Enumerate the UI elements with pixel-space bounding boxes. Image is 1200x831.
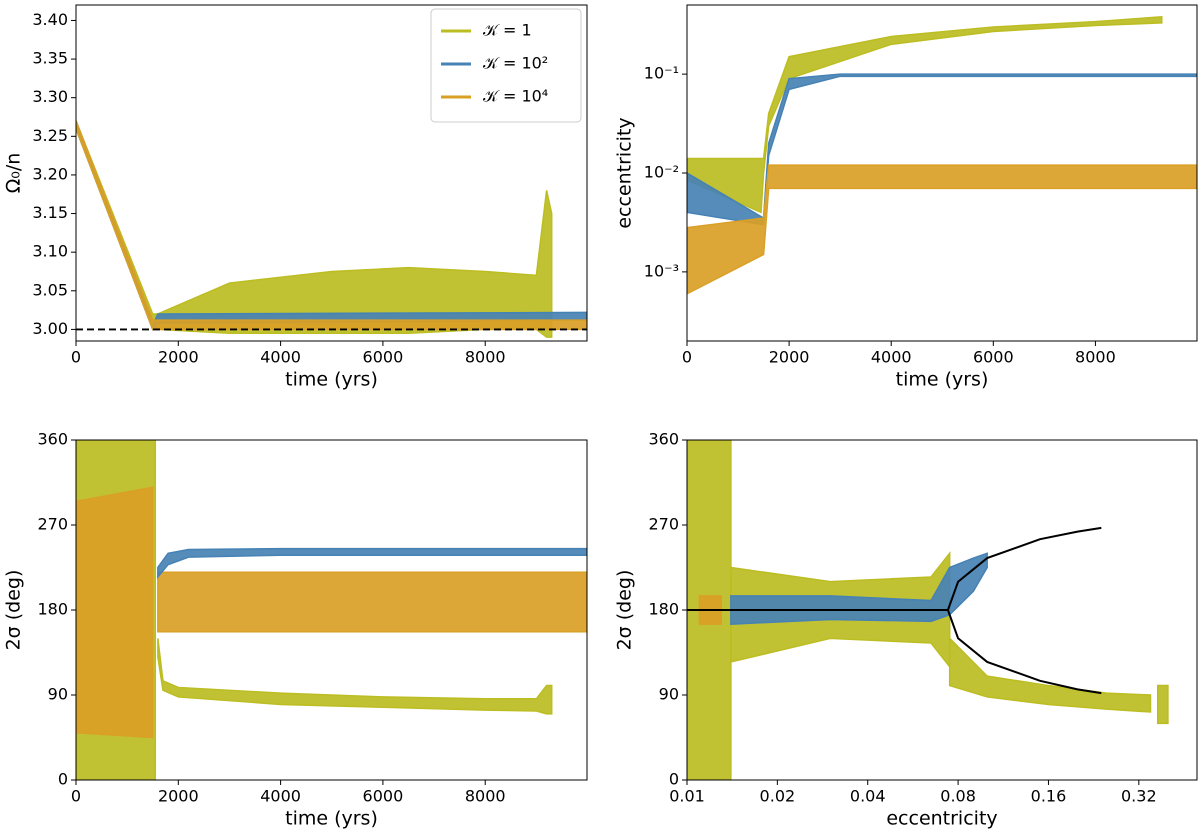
x-tick-label: 0	[682, 348, 692, 367]
y-axis-label: eccentricity	[614, 117, 636, 228]
x-tick-label: 8000	[1075, 348, 1116, 367]
x-tick-label: 2000	[158, 348, 199, 367]
plot-area	[76, 120, 587, 338]
y-tick-label: 10⁻²	[644, 163, 679, 182]
y-tick-label: 90	[659, 685, 679, 704]
x-axis-label: time (yrs)	[896, 369, 989, 391]
plot-area	[687, 440, 1169, 780]
x-tick-label: 0.02	[760, 787, 796, 806]
axes-frame	[75, 4, 588, 342]
y-tick-label: 0	[58, 770, 68, 789]
band	[1156, 684, 1169, 725]
x-tick-label: 0	[71, 787, 81, 806]
band	[687, 15, 1163, 214]
x-axis-label: time (yrs)	[285, 808, 378, 830]
x-tick-label: 2000	[769, 348, 810, 367]
x-tick-label: 0.08	[940, 787, 976, 806]
x-tick-label: 8000	[465, 348, 506, 367]
y-tick-label: 3.05	[32, 280, 68, 299]
y-tick-label: 0	[669, 770, 679, 789]
x-tick-label: 0.04	[850, 787, 886, 806]
band	[157, 571, 587, 633]
plot-area	[687, 15, 1197, 295]
x-tick-label: 0.01	[669, 787, 705, 806]
x-tick-label: 0.32	[1121, 787, 1157, 806]
y-tick-label: 3.15	[32, 203, 68, 222]
x-tick-label: 8000	[465, 787, 506, 806]
legend-box	[430, 8, 582, 123]
y-tick-label: 90	[48, 685, 68, 704]
x-tick-label: 4000	[260, 348, 301, 367]
y-tick-label: 10⁻³	[644, 261, 679, 280]
x-tick-label: 6000	[973, 348, 1014, 367]
band	[687, 73, 1197, 226]
x-tick-label: 0	[71, 348, 81, 367]
y-tick-label: 360	[648, 430, 679, 449]
y-tick-label: 3.10	[32, 242, 68, 261]
y-axis-label: 2σ (deg)	[614, 570, 636, 651]
x-tick-label: 4000	[871, 348, 912, 367]
y-tick-label: 3.40	[32, 10, 68, 29]
x-tick-label: 2000	[158, 787, 199, 806]
plot-area	[76, 440, 587, 780]
x-tick-label: 0.16	[1031, 787, 1067, 806]
x-axis-label: eccentricity	[886, 808, 997, 830]
y-tick-label: 270	[648, 515, 679, 534]
y-tick-label: 270	[37, 515, 68, 534]
legend-label: 𝒦 = 10⁴	[483, 87, 548, 106]
curve	[946, 609, 1102, 695]
legend-label: 𝒦 = 1	[483, 21, 532, 40]
y-tick-label: 3.30	[32, 87, 68, 106]
band	[157, 638, 553, 715]
x-tick-label: 6000	[363, 348, 404, 367]
y-axis-label: 2σ (deg)	[3, 570, 25, 651]
band	[76, 120, 553, 338]
y-tick-label: 3.35	[32, 49, 68, 68]
band	[730, 552, 988, 625]
band	[76, 120, 587, 331]
y-tick-label: 360	[37, 430, 68, 449]
y-tick-label: 180	[648, 600, 679, 619]
y-tick-label: 10⁻¹	[644, 64, 679, 83]
band	[687, 164, 1197, 295]
x-axis-label: time (yrs)	[285, 369, 378, 391]
curve	[946, 526, 1102, 611]
y-tick-label: 3.20	[32, 164, 68, 183]
band	[76, 486, 154, 739]
y-tick-label: 3.00	[32, 319, 68, 338]
y-tick-label: 180	[37, 600, 68, 619]
band	[948, 636, 1152, 713]
x-tick-label: 6000	[363, 787, 404, 806]
x-tick-label: 4000	[260, 787, 301, 806]
y-axis-label: Ω₀/n	[3, 153, 25, 194]
legend-label: 𝒦 = 10²	[483, 54, 548, 73]
y-tick-label: 3.25	[32, 126, 68, 145]
band	[157, 547, 587, 580]
